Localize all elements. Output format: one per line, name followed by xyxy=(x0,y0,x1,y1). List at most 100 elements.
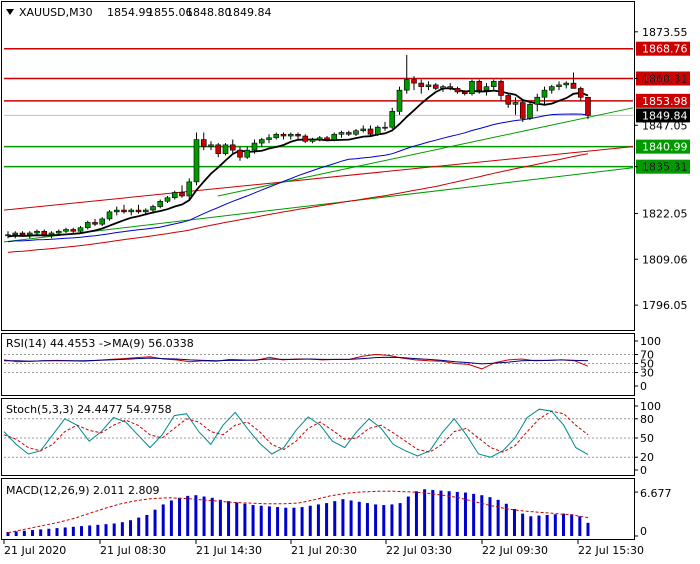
candle-body-45 xyxy=(331,133,338,140)
tick-label-1-0: 100 xyxy=(640,335,661,348)
trend-line-1 xyxy=(3,167,634,243)
price-level-tag-4 xyxy=(636,159,690,174)
candle-body-74 xyxy=(541,89,548,98)
candle-body-46 xyxy=(338,132,345,135)
candle-body-31 xyxy=(229,144,236,151)
macd-bar-40 xyxy=(333,501,337,536)
candle-body-4 xyxy=(34,230,40,234)
candle-66 xyxy=(483,83,490,96)
macd-tick-label-1: 0 xyxy=(640,525,647,538)
macd-bar-17 xyxy=(145,514,149,536)
candle-body-55 xyxy=(403,79,410,91)
candle-33 xyxy=(244,146,251,159)
candle-35 xyxy=(258,137,265,147)
macd-bar-49 xyxy=(406,496,410,536)
stoch-title: Stoch(5,3,3) 24.4477 54.9758 xyxy=(6,403,172,416)
candle-body-20 xyxy=(150,206,156,211)
moving-average-0 xyxy=(7,87,589,238)
candle-46 xyxy=(338,130,345,138)
candle-6 xyxy=(48,231,55,239)
series-2-1 xyxy=(3,410,589,453)
macd-bar-23 xyxy=(194,495,198,536)
candle-32 xyxy=(237,146,243,161)
candle-body-16 xyxy=(121,209,127,213)
candle-body-65 xyxy=(476,81,483,91)
candle-11 xyxy=(84,220,91,230)
candle-62 xyxy=(454,86,461,94)
symbol-dropdown-icon[interactable] xyxy=(6,9,14,15)
candle-body-15 xyxy=(113,209,120,213)
candle-65 xyxy=(476,79,483,94)
candle-70 xyxy=(512,97,519,115)
candle-body-64 xyxy=(469,81,475,94)
candle-body-72 xyxy=(527,103,533,119)
candle-body-77 xyxy=(563,82,570,86)
candle-body-70 xyxy=(512,102,519,105)
candle-19 xyxy=(142,208,149,216)
macd-bar-44 xyxy=(365,503,369,536)
macd-bar-58 xyxy=(480,495,484,536)
candle-body-49 xyxy=(360,128,367,132)
candle-24 xyxy=(179,185,185,198)
macd-bar-16 xyxy=(137,517,141,536)
price-level-tag-3 xyxy=(636,139,690,154)
macd-bar-53 xyxy=(439,490,443,536)
macd-bar-18 xyxy=(153,509,157,536)
candle-body-38 xyxy=(280,133,287,137)
candle-55 xyxy=(403,54,410,94)
trend-line-2 xyxy=(217,107,634,197)
candle-body-23 xyxy=(171,192,178,199)
candle-body-47 xyxy=(345,132,352,135)
candle-body-35 xyxy=(258,139,265,144)
macd-bar-51 xyxy=(423,489,427,536)
macd-bar-48 xyxy=(398,503,402,536)
tick-label-2-1: 80 xyxy=(640,413,654,426)
ohlc-open: 1854.99 xyxy=(107,6,153,19)
macd-bar-47 xyxy=(390,504,394,536)
price-level-label-3: 1840.99 xyxy=(642,141,688,154)
candle-7 xyxy=(55,229,62,235)
macd-bar-66 xyxy=(545,514,549,536)
candle-body-58 xyxy=(425,84,432,87)
candle-body-30 xyxy=(222,144,229,154)
tick-label-1-3: 30 xyxy=(640,367,654,380)
trend-line-0 xyxy=(3,146,634,211)
candle-51 xyxy=(374,125,381,137)
candle-26 xyxy=(193,132,200,186)
candle-49 xyxy=(360,125,367,133)
macd-indicator: 6.677 0 xyxy=(6,487,672,538)
tick-label-1-1: 70 xyxy=(640,349,654,362)
candle-body-60 xyxy=(440,86,446,89)
candle-14 xyxy=(106,210,113,221)
macd-bar-25 xyxy=(210,497,214,536)
candle-45 xyxy=(331,132,338,142)
moving-average-1 xyxy=(7,113,589,243)
rsi-title-backdrop xyxy=(4,336,207,350)
price-level-tag-2 xyxy=(636,93,690,108)
candle-59 xyxy=(432,83,439,91)
macd-signal-line xyxy=(7,490,589,534)
macd-bar-7 xyxy=(63,527,67,536)
macd-bar-65 xyxy=(537,515,541,536)
candle-63 xyxy=(461,90,468,96)
candle-body-71 xyxy=(519,102,526,119)
macd-bar-35 xyxy=(292,507,296,536)
candle-60 xyxy=(440,84,446,92)
macd-bar-14 xyxy=(120,522,124,536)
candle-body-43 xyxy=(316,137,323,140)
time-axis: 21 Jul 2020 21 Jul 08:30 21 Jul 14:30 21 Ju… xyxy=(3,540,644,557)
candle-body-54 xyxy=(396,89,403,112)
macd-bar-57 xyxy=(472,493,476,536)
macd-bar-2 xyxy=(22,530,26,536)
candle-body-3 xyxy=(26,232,33,236)
price-level-label-4: 1835.31 xyxy=(642,161,688,174)
macd-bar-46 xyxy=(382,505,386,536)
series-1-1 xyxy=(4,356,589,365)
candle-75 xyxy=(548,84,555,94)
ohlc-close: 1849.84 xyxy=(226,6,272,19)
price-tick-label-6: 1796.05 xyxy=(642,299,688,312)
candle-68 xyxy=(498,79,504,101)
candle-9 xyxy=(70,227,77,234)
candle-61 xyxy=(447,83,454,91)
